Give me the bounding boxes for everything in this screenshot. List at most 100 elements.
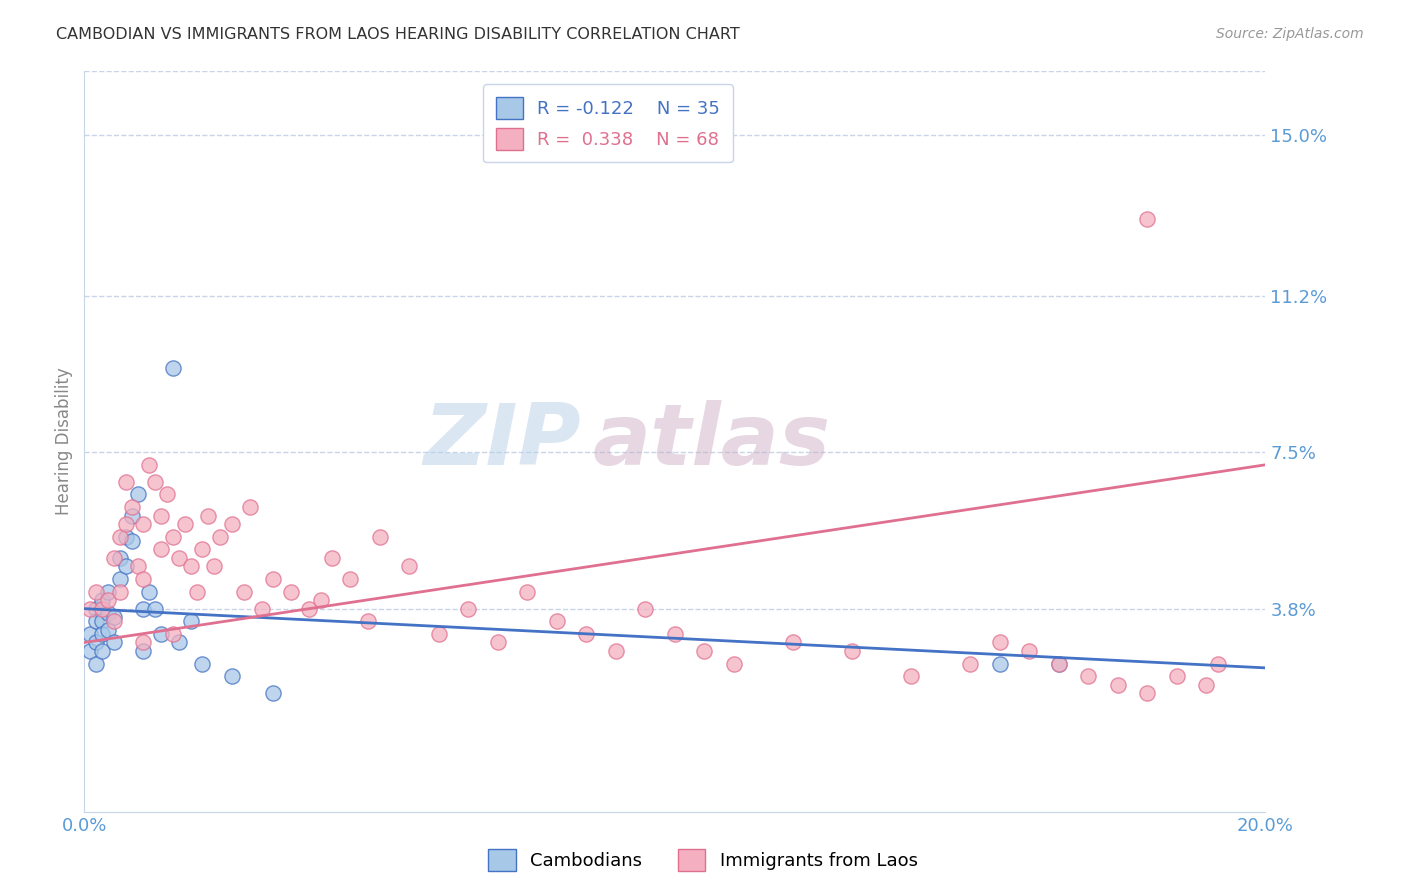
Point	[1136, 212, 1159, 227]
Point	[132, 601, 155, 615]
Point	[103, 610, 125, 624]
Point	[91, 644, 114, 658]
Point	[1206, 657, 1229, 671]
Point	[357, 615, 380, 629]
Point	[138, 584, 160, 599]
Point	[162, 360, 184, 375]
Point	[321, 550, 343, 565]
Legend: Cambodians, Immigrants from Laos: Cambodians, Immigrants from Laos	[481, 842, 925, 879]
Point	[988, 635, 1011, 649]
Point	[156, 487, 179, 501]
Point	[103, 550, 125, 565]
Point	[162, 530, 184, 544]
Point	[191, 542, 214, 557]
Point	[634, 601, 657, 615]
Point	[127, 487, 149, 501]
Point	[298, 601, 321, 615]
Point	[427, 627, 450, 641]
Point	[250, 601, 273, 615]
Point	[1047, 657, 1070, 671]
Point	[91, 601, 114, 615]
Point	[91, 615, 114, 629]
Point	[232, 584, 254, 599]
Point	[84, 615, 107, 629]
Point	[173, 516, 195, 531]
Point	[91, 627, 114, 641]
Point	[1047, 657, 1070, 671]
Point	[280, 584, 302, 599]
Point	[988, 657, 1011, 671]
Point	[221, 516, 243, 531]
Point	[162, 627, 184, 641]
Point	[693, 644, 716, 658]
Point	[1018, 644, 1040, 658]
Text: CAMBODIAN VS IMMIGRANTS FROM LAOS HEARING DISABILITY CORRELATION CHART: CAMBODIAN VS IMMIGRANTS FROM LAOS HEARIN…	[56, 27, 740, 42]
Point	[368, 530, 391, 544]
Point	[239, 500, 262, 515]
Point	[167, 550, 190, 565]
Point	[121, 508, 143, 523]
Point	[114, 516, 136, 531]
Point	[191, 657, 214, 671]
Point	[79, 644, 101, 658]
Point	[664, 627, 686, 641]
Point	[575, 627, 598, 641]
Point	[959, 657, 981, 671]
Point	[84, 635, 107, 649]
Point	[97, 606, 120, 620]
Point	[108, 550, 131, 565]
Point	[1107, 678, 1129, 692]
Point	[209, 530, 232, 544]
Point	[132, 572, 155, 586]
Point	[138, 458, 160, 472]
Point	[108, 584, 131, 599]
Point	[1195, 678, 1218, 692]
Point	[782, 635, 804, 649]
Point	[197, 508, 219, 523]
Point	[91, 593, 114, 607]
Point	[108, 572, 131, 586]
Text: atlas: atlas	[592, 400, 831, 483]
Point	[84, 601, 107, 615]
Point	[79, 627, 101, 641]
Point	[202, 559, 225, 574]
Point	[167, 635, 190, 649]
Point	[457, 601, 479, 615]
Point	[150, 508, 173, 523]
Point	[132, 644, 155, 658]
Point	[150, 627, 173, 641]
Text: ZIP: ZIP	[423, 400, 581, 483]
Point	[97, 584, 120, 599]
Point	[127, 559, 149, 574]
Point	[516, 584, 538, 599]
Point	[486, 635, 509, 649]
Point	[132, 635, 155, 649]
Point	[723, 657, 745, 671]
Point	[114, 530, 136, 544]
Point	[97, 593, 120, 607]
Point	[103, 615, 125, 629]
Point	[546, 615, 568, 629]
Text: Source: ZipAtlas.com: Source: ZipAtlas.com	[1216, 27, 1364, 41]
Point	[143, 475, 166, 489]
Point	[108, 530, 131, 544]
Point	[114, 559, 136, 574]
Point	[262, 686, 284, 700]
Y-axis label: Hearing Disability: Hearing Disability	[55, 368, 73, 516]
Legend: R = -0.122    N = 35, R =  0.338    N = 68: R = -0.122 N = 35, R = 0.338 N = 68	[484, 84, 733, 162]
Point	[114, 475, 136, 489]
Point	[150, 542, 173, 557]
Point	[180, 559, 202, 574]
Point	[841, 644, 863, 658]
Point	[132, 516, 155, 531]
Point	[103, 635, 125, 649]
Point	[143, 601, 166, 615]
Point	[1077, 669, 1099, 683]
Point	[262, 572, 284, 586]
Point	[605, 644, 627, 658]
Point	[121, 500, 143, 515]
Point	[221, 669, 243, 683]
Point	[900, 669, 922, 683]
Point	[97, 623, 120, 637]
Point	[84, 657, 107, 671]
